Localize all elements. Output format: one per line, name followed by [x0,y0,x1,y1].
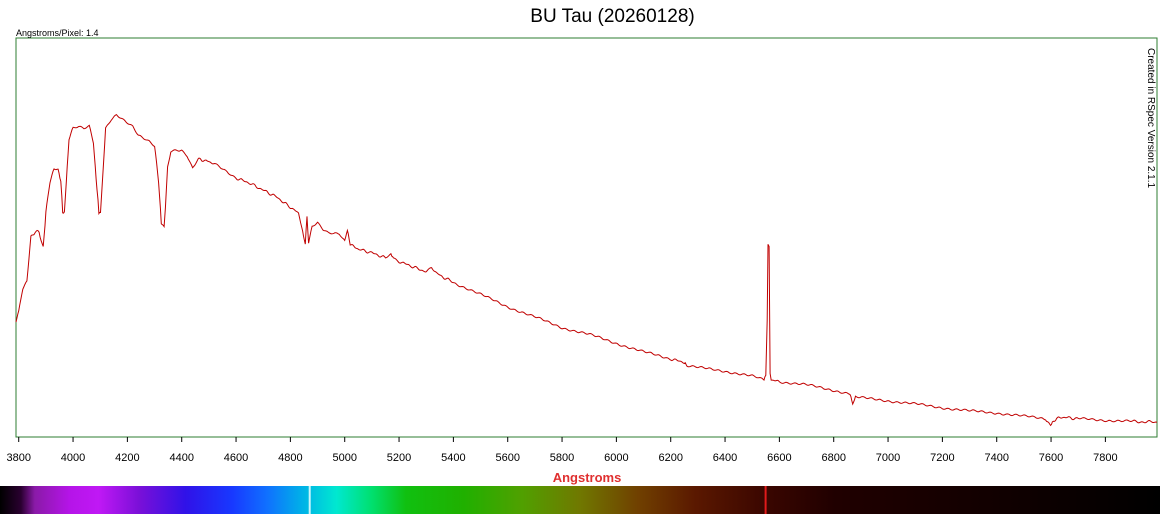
plot-frame [15,37,1158,438]
x-tick-label: 4000 [61,452,85,464]
side-note: Created in RSpec Version 2.1.1 [1145,48,1156,189]
x-tick-label: 6200 [658,452,682,464]
spectrum-bright-line [308,486,311,514]
spectrum-lines [308,486,767,514]
x-tick-label: 4400 [169,452,193,464]
x-tick-label: 7800 [1093,452,1117,464]
chart-plot: Created in RSpec Version 2.1.1 3800 4000 4… [6,37,1158,485]
synthetic-spectrum-strip [0,486,1160,514]
x-tick-label: 4600 [224,452,248,464]
x-tick-label: 6400 [713,452,737,464]
dispersion-note: Angstroms/Pixel: 1.4 [16,28,99,38]
x-tick-label: 7000 [876,452,900,464]
x-tick-label: 7400 [984,452,1008,464]
x-tick-label: 7600 [1039,452,1063,464]
spectrum-bright-line [764,486,767,514]
x-axis-label: Angstroms [553,470,622,485]
x-tick-label: 4800 [278,452,302,464]
x-tick-label: 6600 [767,452,791,464]
x-tick-label: 4200 [115,452,139,464]
chart-title: BU Tau (20260128) [530,6,695,27]
x-tick-label: 5800 [550,452,574,464]
spectrum-series-line-0 [15,113,1158,427]
x-tick-label: 5000 [332,452,356,464]
x-tick-label: 7200 [930,452,954,464]
spectrum-gradient [0,486,1160,514]
x-tick-label: 6000 [604,452,628,464]
plot-layer: 3800 4000 4200 4400 4600 4800 5000 5200 5400 5600… [6,37,1158,464]
x-tick-label: 3800 [6,452,30,464]
x-tick-label: 5200 [387,452,411,464]
x-tick-label: 5600 [495,452,519,464]
x-tick-label: 6800 [821,452,845,464]
x-tick-label: 5400 [441,452,465,464]
